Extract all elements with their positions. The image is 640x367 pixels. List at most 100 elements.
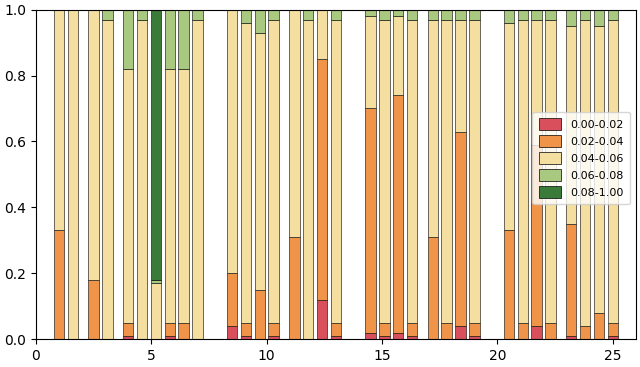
Bar xyxy=(164,336,175,339)
Bar xyxy=(227,326,237,339)
Bar xyxy=(442,323,452,339)
Bar xyxy=(331,10,341,19)
Bar xyxy=(303,10,314,19)
Bar xyxy=(607,336,618,339)
Bar xyxy=(268,10,279,19)
Bar xyxy=(379,336,390,339)
Bar xyxy=(241,10,251,23)
Bar xyxy=(428,237,438,339)
Bar xyxy=(518,19,528,323)
Bar xyxy=(268,19,279,323)
Bar xyxy=(442,10,452,19)
Bar xyxy=(379,19,390,323)
Bar xyxy=(331,19,341,323)
Bar xyxy=(469,323,479,336)
Bar xyxy=(393,333,403,339)
Bar xyxy=(102,19,113,339)
Bar xyxy=(428,19,438,237)
Bar xyxy=(365,16,376,109)
Bar xyxy=(469,336,479,339)
Bar xyxy=(54,230,64,339)
Bar xyxy=(241,23,251,323)
Bar xyxy=(545,10,556,19)
Bar xyxy=(365,109,376,333)
Bar xyxy=(504,10,514,23)
Bar xyxy=(102,10,113,19)
Bar xyxy=(88,10,99,280)
Bar xyxy=(123,336,133,339)
Bar xyxy=(379,10,390,19)
Bar xyxy=(607,323,618,336)
Bar xyxy=(518,323,528,339)
Bar xyxy=(594,26,604,313)
Bar xyxy=(123,323,133,336)
Bar xyxy=(331,323,341,336)
Bar xyxy=(566,26,577,224)
Bar xyxy=(428,10,438,19)
Bar xyxy=(469,10,479,19)
Bar xyxy=(393,95,403,333)
Bar xyxy=(179,10,189,69)
Bar xyxy=(407,323,417,336)
Bar xyxy=(393,10,403,16)
Bar xyxy=(331,336,341,339)
Bar xyxy=(566,336,577,339)
Bar xyxy=(504,23,514,230)
Bar xyxy=(255,290,265,339)
Bar xyxy=(268,323,279,336)
Bar xyxy=(241,336,251,339)
Bar xyxy=(580,19,590,326)
Bar xyxy=(268,336,279,339)
Bar xyxy=(123,10,133,69)
Bar xyxy=(150,280,161,283)
Bar xyxy=(192,19,203,339)
Bar xyxy=(407,10,417,19)
Bar xyxy=(88,280,99,339)
Bar xyxy=(137,10,147,19)
Bar xyxy=(164,10,175,69)
Bar xyxy=(317,59,327,299)
Bar xyxy=(179,323,189,339)
Bar xyxy=(289,10,300,237)
Bar xyxy=(545,19,556,323)
Bar xyxy=(68,10,78,339)
Bar xyxy=(594,10,604,26)
Bar xyxy=(566,224,577,336)
Bar xyxy=(580,326,590,339)
Bar xyxy=(407,19,417,323)
Bar xyxy=(531,145,542,326)
Bar xyxy=(455,326,466,339)
Bar xyxy=(123,69,133,323)
Bar xyxy=(580,10,590,19)
Bar xyxy=(164,323,175,336)
Bar xyxy=(150,10,161,280)
Bar xyxy=(365,10,376,16)
Bar xyxy=(518,10,528,19)
Bar xyxy=(241,323,251,336)
Legend: 0.00-0.02, 0.02-0.04, 0.04-0.06, 0.06-0.08, 0.08-1.00: 0.00-0.02, 0.02-0.04, 0.04-0.06, 0.06-0.… xyxy=(532,112,630,204)
Bar xyxy=(317,10,327,59)
Bar xyxy=(54,10,64,230)
Bar xyxy=(227,10,237,273)
Bar xyxy=(469,19,479,323)
Bar xyxy=(455,10,466,19)
Bar xyxy=(317,299,327,339)
Bar xyxy=(137,19,147,339)
Bar xyxy=(545,323,556,339)
Bar xyxy=(407,336,417,339)
Bar xyxy=(289,237,300,339)
Bar xyxy=(455,131,466,326)
Bar xyxy=(455,19,466,131)
Bar xyxy=(531,19,542,145)
Bar xyxy=(365,333,376,339)
Bar xyxy=(566,10,577,26)
Bar xyxy=(531,326,542,339)
Bar xyxy=(164,69,175,323)
Bar xyxy=(255,10,265,33)
Bar xyxy=(150,283,161,339)
Bar xyxy=(393,16,403,95)
Bar xyxy=(192,10,203,19)
Bar xyxy=(607,10,618,19)
Bar xyxy=(379,323,390,336)
Bar xyxy=(594,313,604,339)
